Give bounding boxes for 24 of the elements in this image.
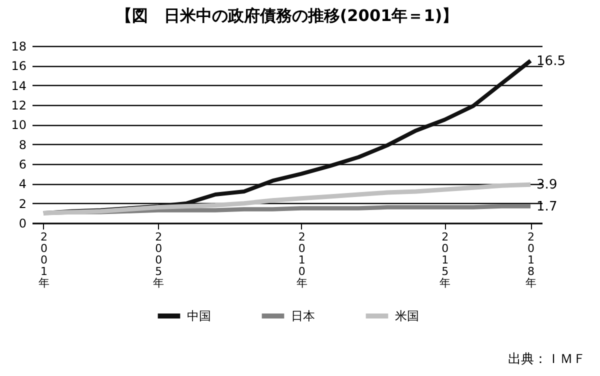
y-tick-label: 10 [11, 118, 26, 132]
legend-label: 米国 [395, 309, 419, 323]
y-tick-label: 6 [18, 158, 26, 172]
data-label: 3.9 [536, 178, 558, 193]
y-tick-label: 12 [11, 98, 26, 112]
source-note: 出典：ＩＭＦ [508, 351, 586, 368]
x-tick-label: 2010年 [296, 230, 308, 290]
chart-title: 【図 日米中の政府債務の推移(2001年＝1)】 [116, 6, 458, 25]
y-tick-label: 4 [18, 177, 26, 192]
y-tick-label: 2 [18, 196, 26, 211]
y-tick-label: 8 [18, 138, 26, 152]
x-tick-label: 2005年 [153, 230, 164, 290]
y-tick-label: 14 [11, 78, 26, 93]
x-tick-label: 2018年 [526, 230, 537, 290]
x-tick-label: 2001年 [38, 230, 50, 290]
line-series [41, 182, 533, 216]
x-tick-label: 2015年 [440, 230, 451, 290]
data-label: 16.5 [536, 54, 566, 69]
y-tick-label: 16 [11, 59, 26, 74]
legend-label: 中国 [187, 309, 211, 323]
y-tick-label: 0 [18, 216, 26, 230]
data-label: 1.7 [536, 199, 558, 214]
legend-label: 日本 [291, 309, 315, 323]
y-tick-label: 18 [11, 40, 26, 54]
